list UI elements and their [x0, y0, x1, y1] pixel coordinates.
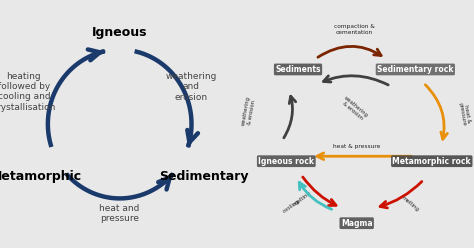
Text: weathering
& erosion: weathering & erosion	[339, 95, 369, 123]
Text: Sedimentary: Sedimentary	[159, 170, 248, 183]
Text: cooling: cooling	[282, 198, 301, 214]
Text: Igneous rock: Igneous rock	[258, 157, 314, 166]
Text: melting: melting	[293, 190, 312, 207]
Text: melting: melting	[401, 195, 420, 212]
Text: compaction &
cementation: compaction & cementation	[334, 24, 375, 35]
Text: Metamorphic: Metamorphic	[0, 170, 82, 183]
Text: Sediments: Sediments	[275, 65, 321, 74]
Text: heat & pressure: heat & pressure	[333, 144, 380, 149]
Text: Sedimentary rock: Sedimentary rock	[377, 65, 454, 74]
Text: heat &
pressure: heat & pressure	[457, 101, 472, 127]
Text: weathering
& erosion: weathering & erosion	[241, 96, 257, 127]
Text: weathering
and
erosion: weathering and erosion	[166, 72, 217, 102]
Text: heating
followed by
cooling and
crystallisation: heating followed by cooling and crystall…	[0, 72, 55, 112]
Text: heat and
pressure: heat and pressure	[100, 204, 140, 223]
Text: Metamorphic rock: Metamorphic rock	[392, 157, 471, 166]
Text: Magma: Magma	[341, 219, 373, 228]
Text: Igneous: Igneous	[92, 26, 147, 39]
